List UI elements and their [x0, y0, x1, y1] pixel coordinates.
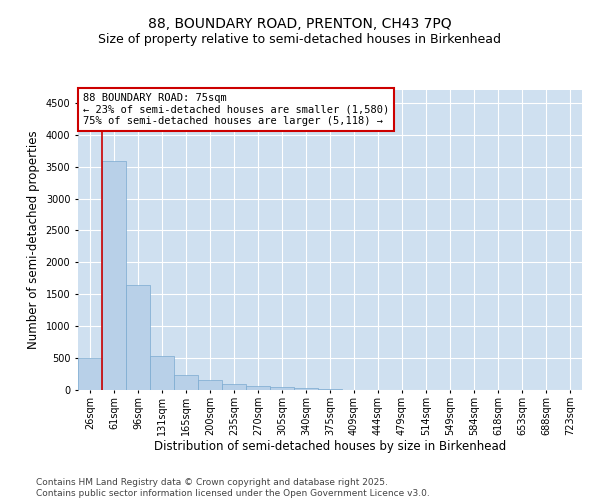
Text: Contains HM Land Registry data © Crown copyright and database right 2025.
Contai: Contains HM Land Registry data © Crown c…	[36, 478, 430, 498]
Text: Size of property relative to semi-detached houses in Birkenhead: Size of property relative to semi-detach…	[98, 32, 502, 46]
Bar	[246, 386, 270, 390]
Bar	[174, 374, 198, 390]
Bar	[294, 388, 318, 390]
Text: 88, BOUNDARY ROAD, PRENTON, CH43 7PQ: 88, BOUNDARY ROAD, PRENTON, CH43 7PQ	[148, 18, 452, 32]
Bar	[198, 380, 222, 390]
Bar	[126, 286, 150, 390]
Bar	[78, 358, 102, 390]
Bar	[270, 388, 294, 390]
Bar	[318, 389, 342, 390]
Text: 88 BOUNDARY ROAD: 75sqm
← 23% of semi-detached houses are smaller (1,580)
75% of: 88 BOUNDARY ROAD: 75sqm ← 23% of semi-de…	[83, 93, 389, 126]
Bar	[102, 162, 126, 390]
Bar	[150, 356, 174, 390]
X-axis label: Distribution of semi-detached houses by size in Birkenhead: Distribution of semi-detached houses by …	[154, 440, 506, 454]
Y-axis label: Number of semi-detached properties: Number of semi-detached properties	[27, 130, 40, 350]
Bar	[222, 384, 246, 390]
